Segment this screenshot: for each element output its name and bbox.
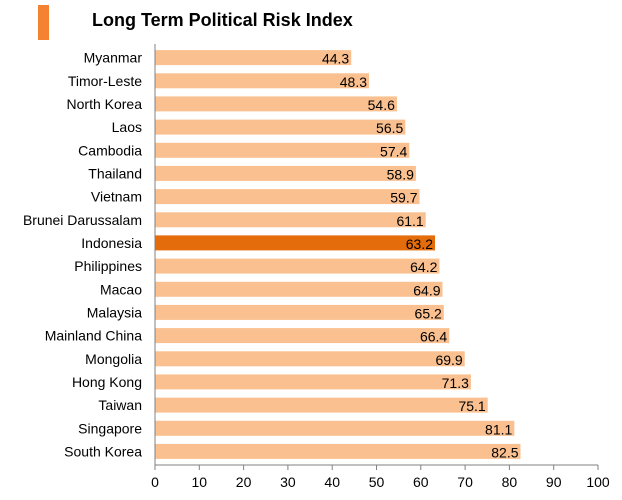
bar (155, 212, 426, 228)
x-tick-label: 60 (413, 474, 429, 490)
bar (155, 73, 369, 89)
data-label: 69.9 (435, 352, 462, 368)
data-label: 64.9 (413, 282, 440, 298)
data-label: 81.1 (485, 421, 512, 437)
bar (155, 397, 488, 413)
x-tick-label: 10 (192, 474, 208, 490)
x-tick-label: 70 (457, 474, 473, 490)
category-label: Thailand (88, 165, 142, 181)
category-label: Cambodia (78, 142, 142, 158)
x-tick-label: 80 (502, 474, 518, 490)
data-label: 56.5 (376, 120, 403, 136)
bar (155, 443, 521, 459)
category-label: Mongolia (85, 351, 142, 367)
data-label: 66.4 (420, 329, 447, 345)
x-tick-label: 40 (324, 474, 340, 490)
category-label: Malaysia (87, 304, 142, 320)
category-label: Laos (112, 119, 142, 135)
data-label: 75.1 (458, 398, 485, 414)
category-label: North Korea (67, 96, 143, 112)
x-tick-label: 50 (369, 474, 385, 490)
category-label: Myanmar (84, 50, 143, 66)
bar (155, 142, 410, 158)
bar (155, 165, 416, 181)
data-label: 54.6 (368, 97, 395, 113)
data-label: 57.4 (380, 143, 407, 159)
bar (155, 189, 420, 205)
category-label: Vietnam (91, 189, 142, 205)
title-accent-bar (38, 5, 49, 40)
bar (155, 50, 352, 66)
bar (155, 351, 465, 367)
data-label: 71.3 (442, 375, 469, 391)
bar (155, 235, 435, 251)
category-label: Brunei Darussalam (23, 212, 142, 228)
x-tick-label: 30 (280, 474, 296, 490)
category-label: South Korea (64, 443, 142, 459)
data-label: 64.2 (410, 259, 437, 275)
category-label: Singapore (78, 420, 142, 436)
data-label: 44.3 (322, 51, 349, 67)
data-label: 61.1 (396, 213, 423, 229)
bar (155, 281, 443, 297)
data-label: 82.5 (491, 444, 518, 460)
data-label: 63.2 (406, 236, 433, 252)
chart-title: Long Term Political Risk Index (92, 10, 353, 30)
category-label: Indonesia (81, 235, 142, 251)
bar (155, 119, 406, 135)
category-label: Hong Kong (72, 374, 142, 390)
data-label: 58.9 (387, 166, 414, 182)
category-label: Macao (100, 281, 142, 297)
category-label: Taiwan (98, 397, 142, 413)
category-label: Timor-Leste (68, 73, 142, 89)
category-label: Mainland China (45, 328, 142, 344)
x-tick-label: 20 (236, 474, 252, 490)
data-label: 65.2 (415, 305, 442, 321)
bar (155, 374, 471, 390)
x-tick-label: 90 (546, 474, 562, 490)
category-label: Philippines (74, 258, 142, 274)
x-tick-label: 0 (151, 474, 159, 490)
data-label: 48.3 (340, 74, 367, 90)
bar (155, 420, 515, 436)
x-tick-label: 100 (586, 474, 610, 490)
bar (155, 258, 440, 274)
data-label: 59.7 (390, 190, 417, 206)
bar (155, 304, 444, 320)
bar (155, 328, 450, 344)
bar (155, 96, 397, 112)
